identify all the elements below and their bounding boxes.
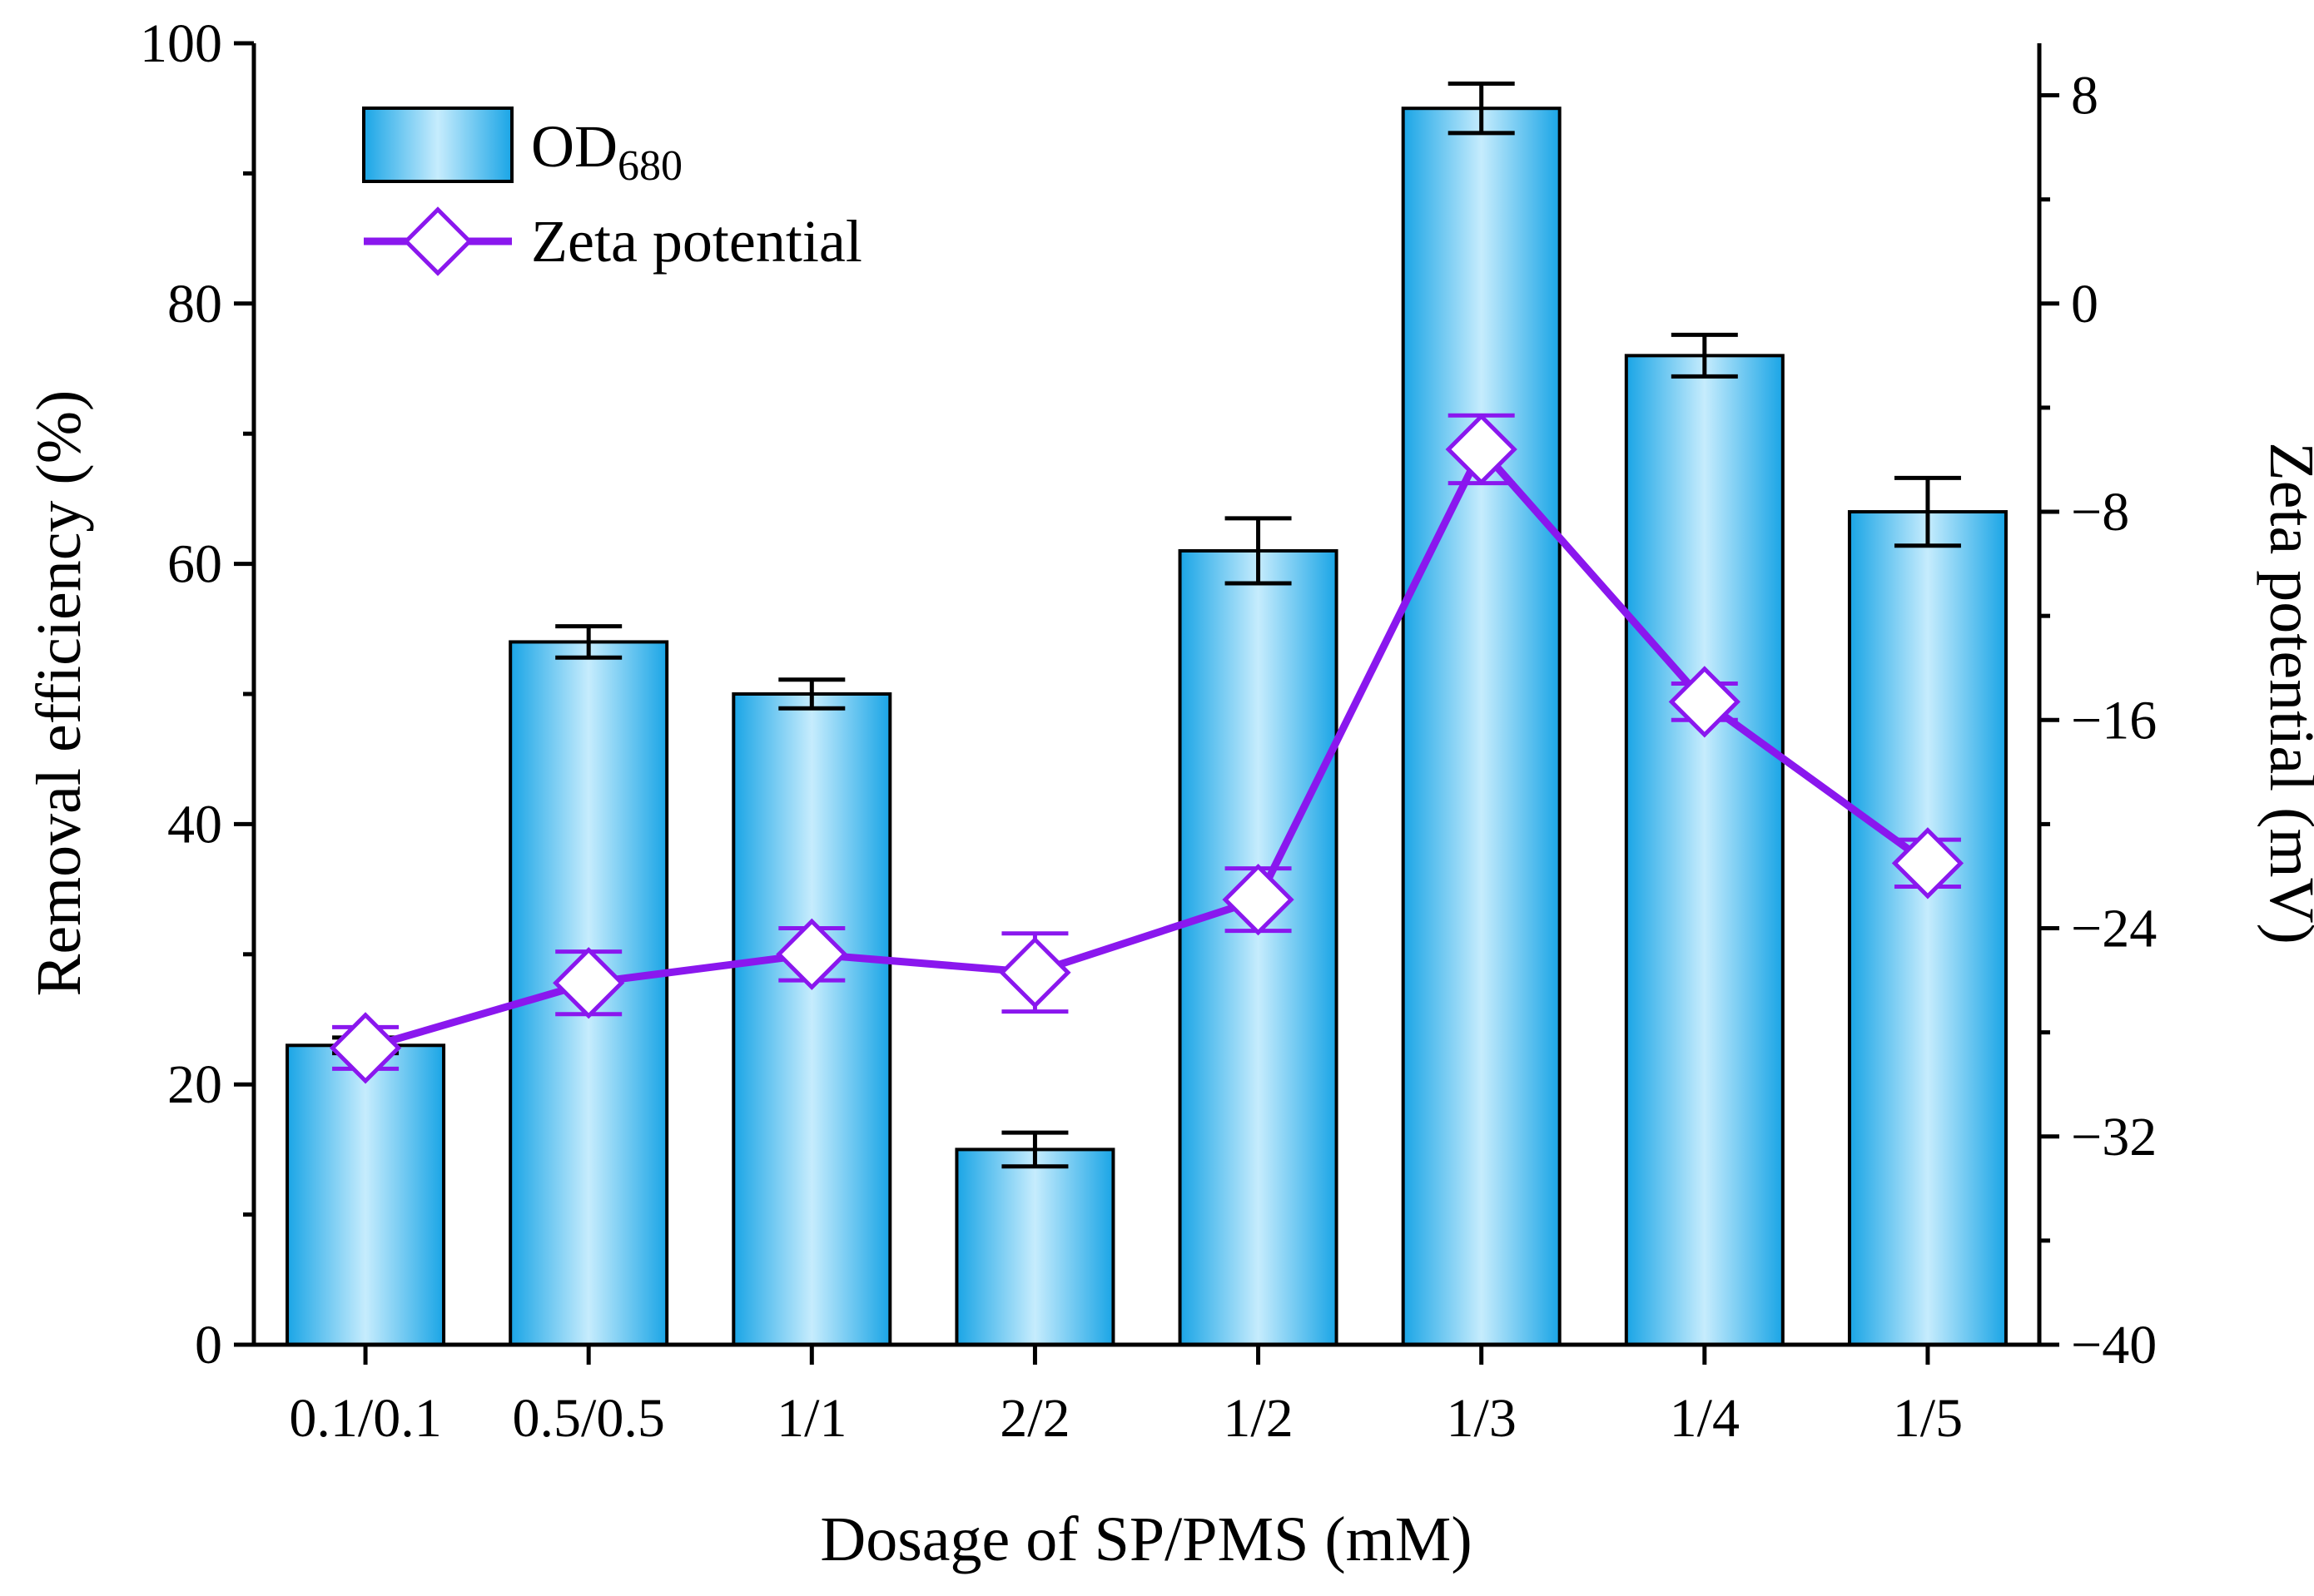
x-axis-title: Dosage of SP/PMS (mM)	[820, 1504, 1472, 1574]
y-tick-label: 0	[195, 1315, 222, 1375]
bar-1/3	[1401, 107, 1562, 1347]
legend-line-marker	[403, 206, 473, 276]
bar-2/2	[955, 1147, 1115, 1347]
y2-tick-label: −32	[2071, 1107, 2157, 1167]
x-tick-label-1/2: 1/2	[1223, 1388, 1293, 1449]
y2-tick-label: −8	[2071, 482, 2129, 543]
y-tick-label: 20	[167, 1054, 222, 1115]
x-tick-label-1/1: 1/1	[777, 1388, 847, 1449]
zeta-point-1/2	[1222, 863, 1294, 936]
bar-1/5	[1847, 510, 2008, 1346]
x-tick-label-0.5/0.5: 0.5/0.5	[513, 1388, 665, 1449]
y-tick-label: 60	[167, 534, 222, 595]
zeta-point-2/2	[999, 936, 1071, 1009]
bar-0.1/0.1	[286, 1043, 446, 1347]
zeta-potential-line	[364, 445, 1930, 1052]
axes-layer: 0 20 40 60 80 100 −40 −32 −24 −16 −8 0 8 0.1/0.1 0.5/0…	[140, 13, 2157, 1449]
legend: OD680 Zeta potential	[362, 107, 862, 276]
y-tick-label: 100	[140, 13, 222, 74]
y2-axis-title: Zeta potential (mV)	[2257, 442, 2314, 944]
bar-layer	[286, 107, 2008, 1347]
zeta-point-1/1	[776, 918, 848, 990]
x-tick-label-1/3: 1/3	[1447, 1388, 1517, 1449]
x-tick-label-0.1/0.1: 0.1/0.1	[289, 1388, 441, 1449]
zeta-point-0.5/0.5	[553, 947, 625, 1019]
y-axis-title: Removal efficiency (%)	[24, 390, 94, 997]
bar-1/2	[1178, 548, 1338, 1346]
y-tick-label: 80	[167, 274, 222, 335]
y2-tick-label: −40	[2071, 1315, 2157, 1375]
legend-bar-label: OD680	[531, 113, 683, 190]
x-tick-label-1/5: 1/5	[1893, 1388, 1963, 1449]
legend-line-label: Zeta potential	[531, 208, 862, 275]
zeta-point-1/4	[1668, 666, 1740, 738]
y-tick-label: 40	[167, 794, 222, 855]
y2-tick-label: 0	[2071, 274, 2098, 335]
y2-tick-label: −16	[2071, 690, 2157, 751]
zeta-point-1/5	[1891, 827, 1964, 900]
x-tick-label-2/2: 2/2	[1000, 1388, 1070, 1449]
y2-tick-label: 8	[2071, 66, 2098, 126]
legend-bar-swatch	[362, 107, 514, 183]
bar-1/4	[1624, 354, 1785, 1346]
bar-1/1	[732, 692, 892, 1346]
zeta-point-1/3	[1445, 413, 1517, 486]
x-tick-label-1/4: 1/4	[1670, 1388, 1740, 1449]
zeta-line-layer	[329, 413, 1964, 1084]
zeta-point-0.1/0.1	[329, 1012, 402, 1084]
y2-tick-label: −24	[2071, 899, 2157, 959]
